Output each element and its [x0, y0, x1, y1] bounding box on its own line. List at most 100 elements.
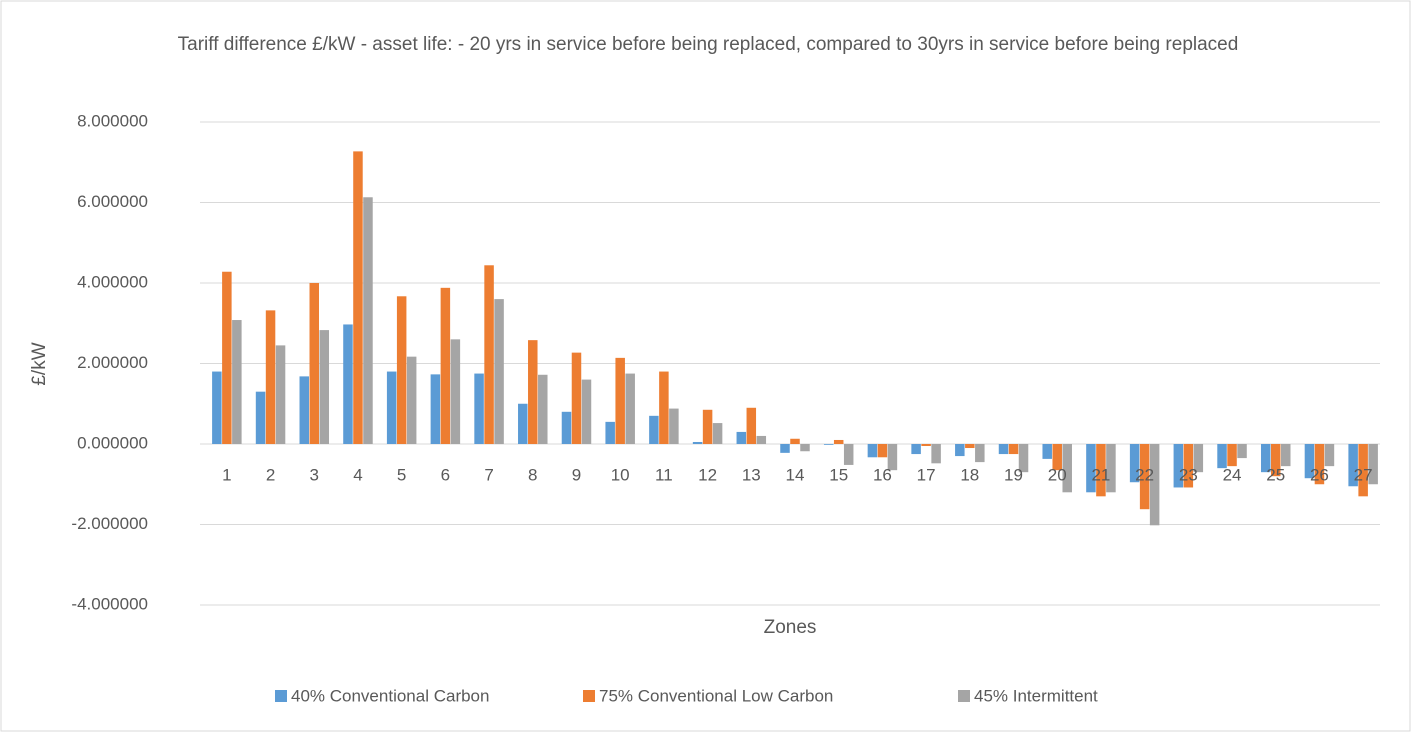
bar [1193, 444, 1204, 473]
bar [255, 391, 266, 444]
bar [232, 320, 242, 444]
x-tick-label: 7 [484, 465, 493, 484]
bar [494, 299, 504, 444]
y-tick-label: -4.000000 [71, 594, 148, 613]
x-tick-label: 16 [873, 465, 892, 484]
bar [538, 374, 548, 444]
x-tick-label: 4 [353, 465, 362, 484]
bar [343, 324, 353, 444]
x-tick-label: 15 [829, 465, 848, 484]
bar [1270, 444, 1281, 477]
bar [921, 444, 931, 447]
legend-label: 75% Conventional Low Carbon [599, 686, 833, 705]
x-tick-label: 23 [1179, 465, 1198, 484]
bar [1227, 444, 1237, 467]
x-tick-label: 9 [572, 465, 581, 484]
bar [1260, 444, 1271, 473]
x-tick-label: 19 [1004, 465, 1023, 484]
y-tick-label: 6.000000 [77, 192, 148, 211]
x-axis-label: Zones [764, 617, 817, 638]
bar [625, 373, 635, 444]
x-tick-label: 5 [397, 465, 406, 484]
bar [998, 444, 1009, 455]
x-tick-label: 21 [1091, 465, 1110, 484]
bar [780, 444, 790, 453]
bar [450, 339, 461, 444]
bar [1139, 444, 1150, 510]
bar [518, 403, 528, 444]
bar [800, 444, 810, 452]
bar [887, 444, 898, 471]
bar [1314, 444, 1325, 485]
bar [1348, 444, 1358, 487]
x-tick-label: 10 [611, 465, 630, 484]
bar [1217, 444, 1227, 469]
x-tick-label: 6 [441, 465, 450, 484]
legend-label: 45% Intermittent [974, 686, 1098, 705]
x-tick-label: 3 [310, 465, 319, 484]
bar [561, 411, 572, 444]
bar [386, 371, 397, 444]
bar [1062, 444, 1072, 493]
bar [712, 423, 723, 444]
bar [1324, 444, 1335, 467]
bar [309, 283, 320, 444]
bar [702, 409, 713, 444]
chart-title: Tariff difference £/kW - asset life: - 2… [177, 34, 1239, 55]
bar [1086, 444, 1096, 493]
bar [1042, 444, 1052, 459]
x-tick-label: 25 [1266, 465, 1285, 484]
x-tick-label: 13 [742, 465, 761, 484]
y-tick-label: 8.000000 [77, 111, 148, 130]
bar [1237, 444, 1247, 459]
y-tick-label: 2.000000 [77, 353, 148, 372]
bar [877, 444, 888, 458]
x-tick-label: 14 [786, 465, 805, 484]
bar [843, 444, 854, 465]
bar [931, 444, 941, 464]
y-tick-label: 4.000000 [77, 272, 148, 291]
bar [1052, 444, 1062, 471]
bar [649, 415, 659, 444]
bar [406, 356, 417, 444]
bar [430, 374, 441, 444]
legend-swatch [958, 690, 970, 702]
x-tick-label: 2 [266, 465, 275, 484]
bar [299, 376, 310, 444]
bar [833, 439, 844, 444]
bar [975, 444, 985, 463]
bar [440, 287, 451, 444]
x-tick-label: 26 [1310, 465, 1329, 484]
legend-swatch [583, 690, 595, 702]
bar [1368, 444, 1378, 485]
bar [1173, 444, 1184, 488]
legend-label: 40% Conventional Carbon [291, 686, 489, 705]
bar [746, 407, 757, 444]
bar [528, 340, 538, 444]
y-axis-label: £/kW [29, 342, 50, 385]
bar [275, 345, 286, 444]
bar [353, 151, 363, 444]
y-tick-label: -2.000000 [71, 514, 148, 533]
bar [1018, 444, 1029, 473]
bar [484, 265, 494, 444]
bar [319, 330, 330, 444]
bar [692, 441, 703, 444]
x-tick-label: 12 [698, 465, 717, 484]
bar [1280, 444, 1291, 467]
x-tick-label: 8 [528, 465, 537, 484]
x-tick-label: 11 [655, 465, 673, 484]
bar [1149, 444, 1160, 526]
bar [474, 373, 484, 444]
bar [222, 271, 232, 444]
bar [581, 379, 592, 444]
bar [1358, 444, 1368, 497]
bar [756, 435, 767, 444]
bar [1183, 444, 1194, 488]
bar [605, 421, 615, 444]
bar [911, 444, 921, 455]
bar [823, 444, 834, 445]
